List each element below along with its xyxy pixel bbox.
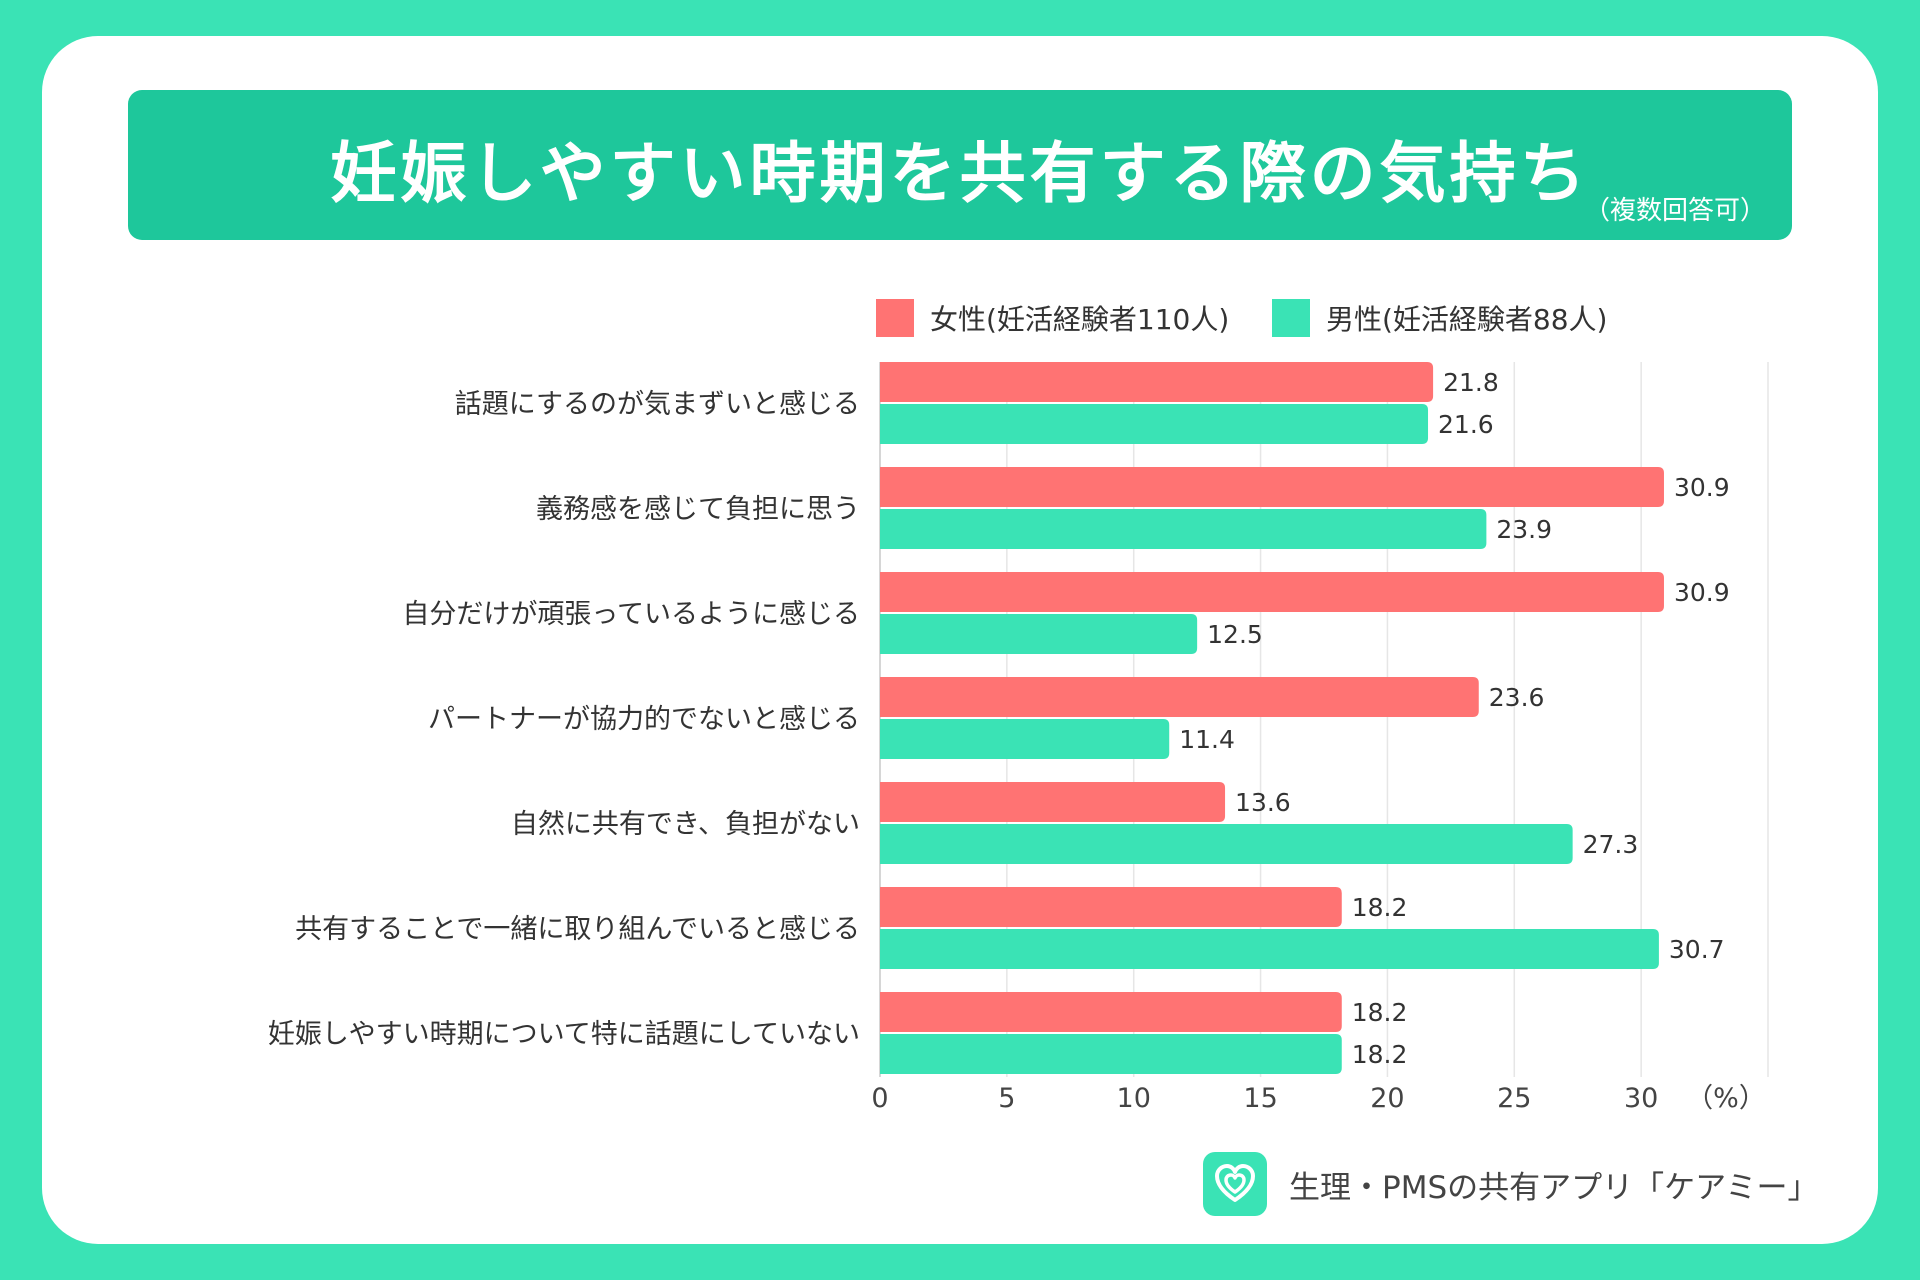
bar-male xyxy=(880,719,1170,759)
data-label-female: 23.6 xyxy=(1489,683,1545,712)
bar-male xyxy=(880,509,1487,549)
legend-label-male: 男性(妊活経験者88人) xyxy=(1326,303,1608,336)
data-label-female: 30.9 xyxy=(1674,473,1730,502)
bar-male xyxy=(880,1034,1342,1074)
legend-item-male: 男性(妊活経験者88人) xyxy=(1272,298,1607,338)
data-label-female: 18.2 xyxy=(1352,998,1408,1027)
x-tick-label: 25 xyxy=(1497,1083,1531,1114)
data-label-female: 18.2 xyxy=(1352,893,1408,922)
bar-female xyxy=(880,572,1664,612)
bar-female xyxy=(880,887,1342,927)
bar-female xyxy=(880,677,1479,717)
legend-label-female: 女性(妊活経験者110人) xyxy=(930,303,1230,336)
data-label-male: 18.2 xyxy=(1352,1040,1408,1069)
bar-male xyxy=(880,929,1659,969)
category-label: 自然に共有でき、負担がない xyxy=(511,809,860,840)
data-label-male: 11.4 xyxy=(1179,725,1235,754)
category-label: パートナーが協力的でないと感じる xyxy=(428,704,860,735)
chart-subtitle: （複数回答可） xyxy=(1583,196,1766,226)
x-tick-label: 5 xyxy=(998,1083,1015,1114)
bar-female xyxy=(880,467,1664,507)
category-label: 話題にするのが気まずいと感じる xyxy=(455,389,860,420)
data-label-male: 30.7 xyxy=(1669,935,1725,964)
category-label: 共有することで一緒に取り組んでいると感じる xyxy=(295,914,860,945)
legend-swatch-female xyxy=(876,299,914,337)
bar-female xyxy=(880,362,1434,402)
x-axis-unit-label: （%） xyxy=(1686,1083,1766,1114)
x-tick-label: 30 xyxy=(1624,1083,1658,1114)
data-label-female: 30.9 xyxy=(1674,578,1730,607)
x-tick-label: 10 xyxy=(1117,1083,1151,1114)
data-label-male: 21.6 xyxy=(1438,410,1494,439)
bar-male xyxy=(880,404,1429,444)
category-label: 自分だけが頑張っているように感じる xyxy=(402,599,860,630)
category-label: 妊娠しやすい時期について特に話題にしていない xyxy=(268,1019,860,1050)
x-tick-label: 20 xyxy=(1370,1083,1404,1114)
data-label-male: 23.9 xyxy=(1496,515,1552,544)
data-label-female: 13.6 xyxy=(1235,788,1291,817)
heart-icon xyxy=(1203,1152,1267,1216)
title-banner: 妊娠しやすい時期を共有する際の気持ち （複数回答可） xyxy=(128,90,1792,240)
data-label-male: 12.5 xyxy=(1207,620,1263,649)
bar-female xyxy=(880,992,1342,1032)
x-tick-label: 0 xyxy=(871,1083,888,1114)
bar-male xyxy=(880,824,1573,864)
data-label-female: 21.8 xyxy=(1443,368,1499,397)
legend-item-female: 女性(妊活経験者110人) xyxy=(876,298,1229,338)
x-tick-label: 15 xyxy=(1243,1083,1277,1114)
bar-male xyxy=(880,614,1198,654)
footer-text: 生理・PMSの共有アプリ「ケアミー」 xyxy=(1289,1169,1819,1206)
footer-branding: 生理・PMSの共有アプリ「ケアミー」 xyxy=(1203,1152,1819,1216)
chart-title: 妊娠しやすい時期を共有する際の気持ち xyxy=(330,135,1590,212)
legend-swatch-male xyxy=(1272,299,1310,337)
data-label-male: 27.3 xyxy=(1583,830,1639,859)
category-label: 義務感を感じて負担に思う xyxy=(536,494,860,525)
bar-female xyxy=(880,782,1226,822)
